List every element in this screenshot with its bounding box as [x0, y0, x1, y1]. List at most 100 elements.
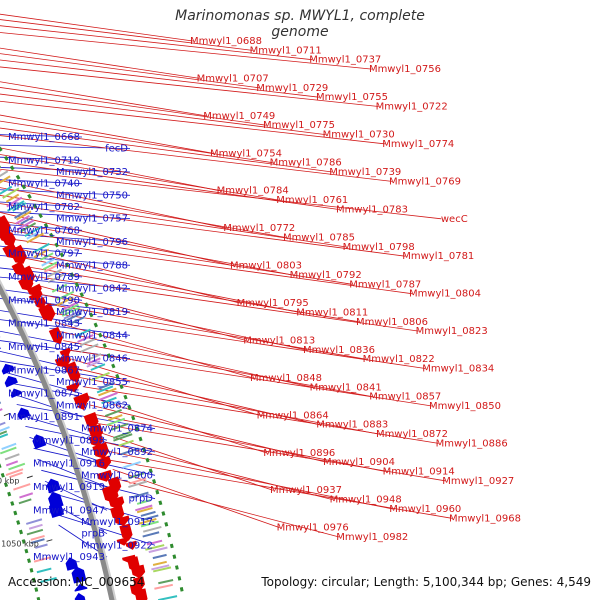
track-guide-tick — [174, 565, 179, 570]
label-leader — [46, 303, 366, 360]
forward-gene-arrow — [73, 392, 90, 407]
reverse-gene-label: Mmwyl1_0797 — [8, 249, 80, 260]
forward-gene-arrow — [38, 303, 56, 322]
track-guide-tick — [111, 363, 116, 369]
track-guide-tick — [10, 501, 15, 506]
track-guide-tick — [179, 587, 184, 592]
track-guide-tick — [0, 472, 5, 478]
reverse-gene-label: Mmwyl1_0789 — [8, 272, 80, 283]
cog-category-bar — [8, 462, 26, 471]
forward-gene-label: Mmwyl1_0784 — [217, 186, 289, 197]
reverse-gene-label: Mmwyl1_0768 — [8, 225, 80, 236]
cog-category-bar — [104, 409, 122, 417]
label-leader — [0, 154, 280, 201]
track-guide-tick — [79, 292, 85, 298]
track-guide-tick — [27, 193, 32, 199]
label-leader — [0, 59, 319, 98]
scale-label: 1000 kbp — [0, 477, 19, 486]
forward-gene-label: Mmwyl1_0749 — [203, 111, 275, 122]
track-guide-tick — [127, 405, 132, 410]
forward-gene-arrow — [101, 484, 119, 503]
reverse-gene-arrow — [74, 584, 88, 592]
label-leader — [0, 168, 442, 220]
forward-gene-label: Mmwyl1_0739 — [329, 167, 401, 178]
cog-category-bar — [86, 353, 102, 361]
label-leader — [0, 25, 313, 61]
label-leader — [0, 179, 227, 229]
cog-category-bar — [101, 396, 117, 405]
cog-category-bar — [140, 520, 159, 528]
forward-gene-arrow — [95, 455, 112, 470]
forward-gene-label: Mmwyl1_0823 — [416, 326, 488, 337]
forward-gene-label: Mmwyl1_0841 — [310, 382, 382, 393]
cog-category-bar — [145, 544, 165, 551]
reverse-gene-label: Mmwyl1_0892 — [81, 447, 153, 458]
reverse-gene-label: Mmwyl1_0757 — [56, 214, 128, 225]
label-leader — [0, 187, 286, 238]
forward-gene-label: Mmwyl1_0774 — [382, 139, 454, 150]
label-leader — [12, 238, 412, 295]
forward-gene-label: Mmwyl1_0872 — [376, 429, 448, 440]
label-leader — [50, 312, 426, 369]
label-leader — [32, 275, 419, 332]
scale-label: 1050 kbp — [1, 539, 39, 548]
cog-category-bar — [0, 446, 17, 455]
forward-gene-label: Mmwyl1_0803 — [230, 261, 302, 272]
label-leader — [0, 66, 379, 107]
cog-category-bar — [36, 567, 52, 574]
reverse-gene-label: Mmwyl1_0796 — [56, 237, 128, 248]
track-guide-tick — [115, 373, 120, 379]
label-leader — [41, 469, 156, 500]
track-guide-tick — [29, 567, 34, 573]
forward-gene-arrow — [92, 442, 110, 459]
cog-category-bar — [0, 170, 9, 182]
forward-gene-label: Mmwyl1_0786 — [270, 158, 342, 169]
cog-category-bar — [2, 187, 20, 199]
cog-category-bar — [111, 422, 129, 431]
label-leader — [0, 53, 260, 89]
cog-category-bar — [30, 538, 45, 544]
cog-category-bar — [106, 417, 126, 427]
forward-gene-label: Mmwyl1_0937 — [270, 485, 342, 496]
forward-gene-label: Mmwyl1_0914 — [383, 467, 455, 478]
track-guide-tick — [18, 529, 24, 535]
reverse-gene-arrow — [4, 375, 18, 388]
label-leader — [17, 248, 240, 304]
forward-gene-label: Mmwyl1_0761 — [276, 195, 348, 206]
label-leader — [93, 413, 386, 472]
track-guide-tick — [7, 491, 12, 497]
cog-category-bar — [90, 371, 110, 382]
forward-gene-label: Mmwyl1_0722 — [376, 102, 448, 113]
label-leader — [0, 340, 131, 360]
reverse-gene-label: Mmwyl1_0846 — [56, 354, 128, 365]
forward-gene-label: Mmwyl1_0960 — [389, 504, 461, 515]
track-guide-tick — [15, 174, 21, 180]
label-leader — [33, 447, 156, 476]
forward-gene-label: Mmwyl1_0730 — [323, 130, 395, 141]
track-guide-tick — [0, 463, 2, 469]
label-leader — [0, 255, 131, 266]
reverse-gene-label: Mmwyl1_0843 — [8, 319, 80, 330]
track-guide-tick — [102, 343, 107, 348]
cog-category-bar — [152, 566, 172, 573]
label-leader — [0, 144, 131, 150]
backbone-arc — [0, 281, 116, 600]
label-leader — [0, 32, 372, 70]
reverse-gene-label: Mmwyl1_0943 — [33, 552, 105, 563]
forward-gene-label: Mmwyl1_0804 — [409, 289, 481, 300]
track-guide-tick — [9, 165, 15, 171]
track-guide-tick — [64, 262, 70, 268]
cog-category-bar — [101, 400, 120, 409]
cog-category-bar — [152, 553, 167, 560]
forward-gene-label: Mmwyl1_0904 — [323, 457, 395, 468]
forward-gene-arrow — [119, 523, 133, 541]
track-guide-tick — [134, 426, 139, 431]
label-leader — [7, 229, 353, 285]
cog-category-bar — [108, 414, 123, 422]
track-guide-tick — [13, 510, 18, 516]
forward-gene-label: Mmwyl1_0795 — [237, 298, 309, 309]
forward-gene-label: Mmwyl1_0848 — [250, 373, 322, 384]
label-leader — [0, 179, 83, 185]
forward-gene-arrow — [110, 505, 125, 521]
forward-gene-arrow — [130, 564, 146, 579]
